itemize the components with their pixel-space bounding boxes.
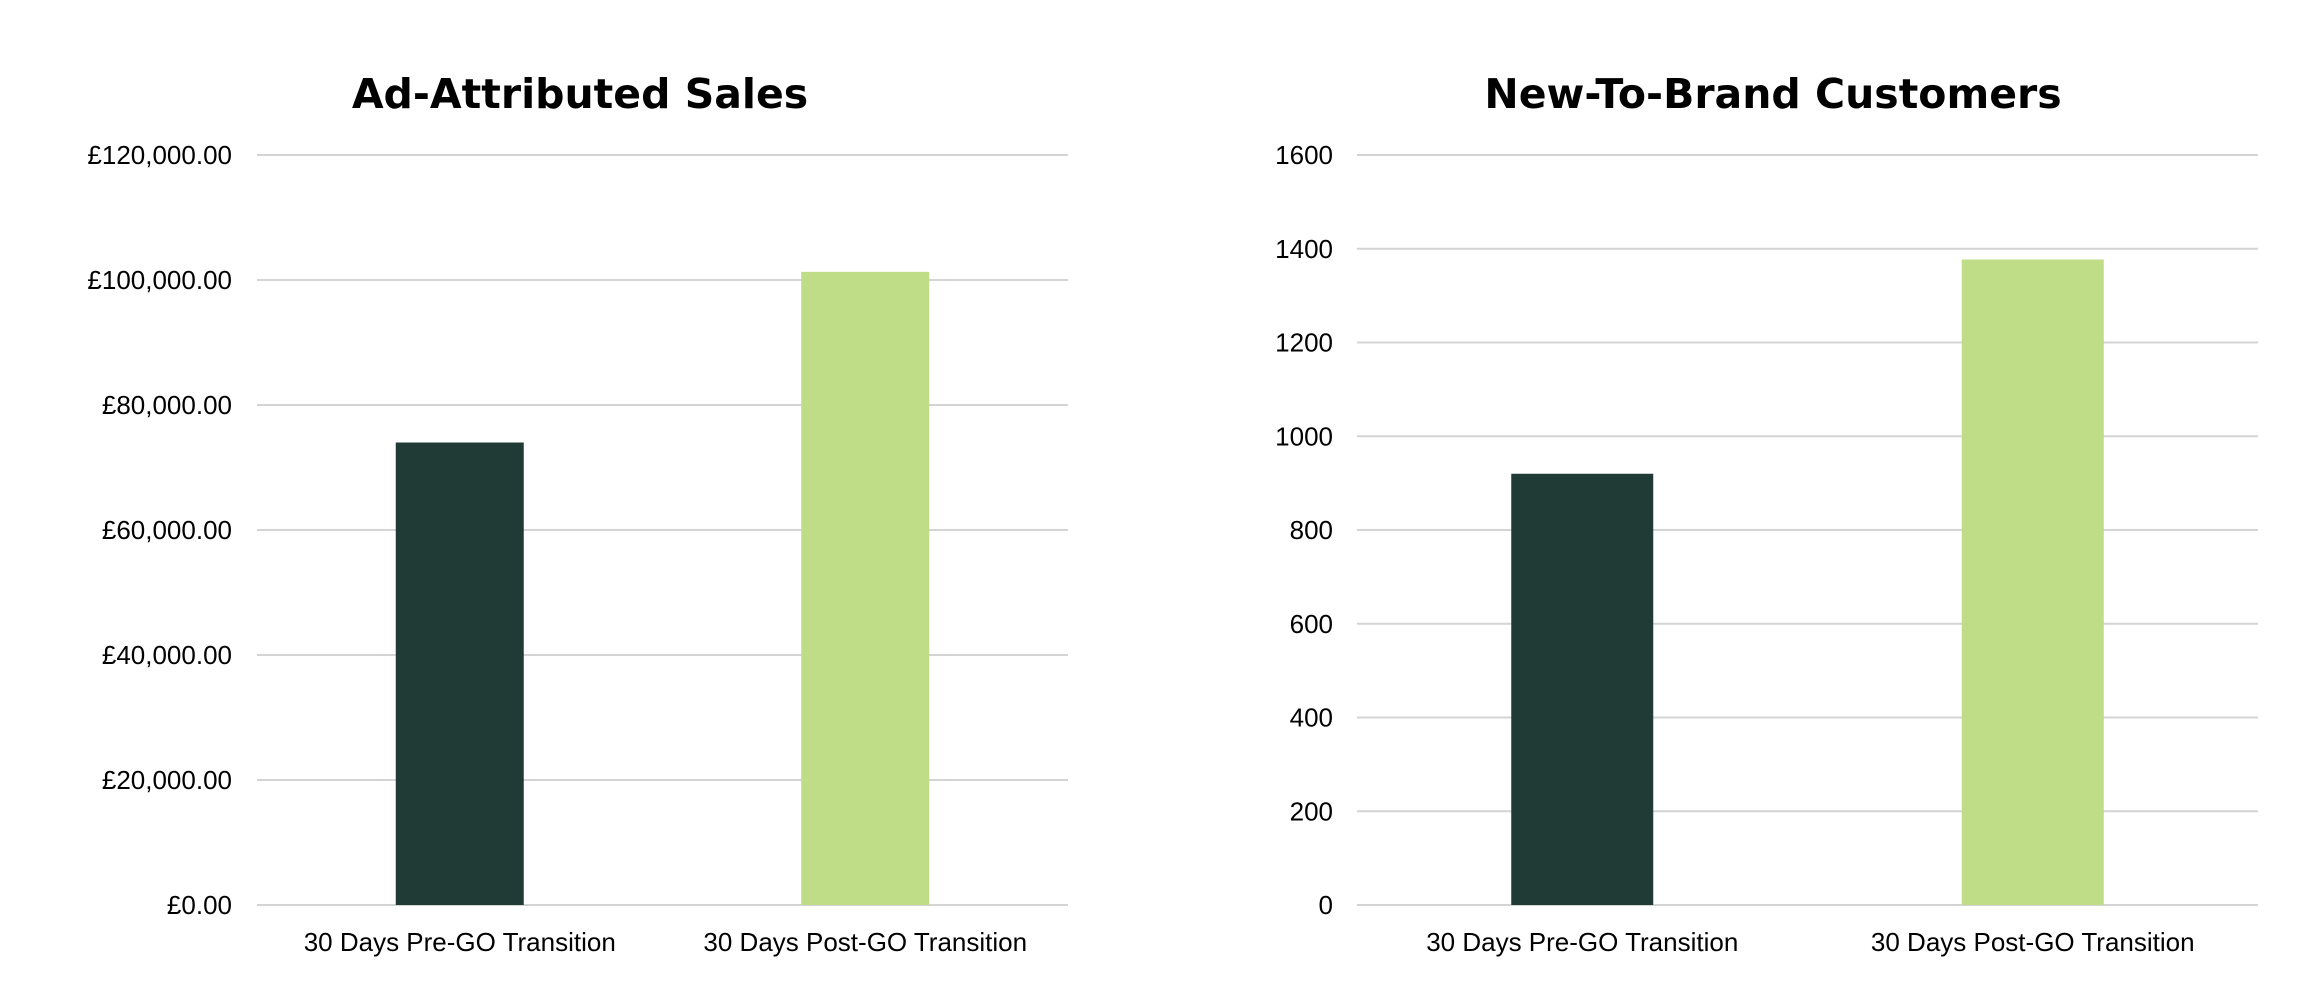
y-tick-label: 1200 — [1275, 328, 1333, 358]
y-tick-label: £40,000.00 — [102, 640, 232, 670]
y-tick-label: 1000 — [1275, 421, 1333, 451]
chart-title: Ad-Attributed Sales — [352, 70, 808, 118]
bar-post-go-transition — [1961, 259, 2104, 905]
y-tick-label: 200 — [1290, 796, 1333, 826]
y-tick-label: £100,000.00 — [87, 265, 232, 295]
bar-pre-go-transition — [395, 442, 524, 905]
x-category-label: 30 Days Post-GO Transition — [1871, 927, 2195, 957]
y-tick-label: £60,000.00 — [102, 515, 232, 545]
y-tick-label: £80,000.00 — [102, 390, 232, 420]
bar-post-go-transition — [801, 271, 930, 905]
y-tick-label: 1600 — [1275, 140, 1333, 170]
y-tick-label: 800 — [1290, 515, 1333, 545]
y-tick-label: £20,000.00 — [102, 765, 232, 795]
y-tick-label: 0 — [1319, 890, 1333, 920]
x-category-label: 30 Days Pre-GO Transition — [1426, 927, 1738, 957]
y-tick-label: 400 — [1290, 703, 1333, 733]
y-tick-label: 1400 — [1275, 234, 1333, 264]
x-category-label: 30 Days Pre-GO Transition — [304, 927, 616, 957]
new-to-brand-customers-chart: New-To-Brand Customers 0 200 400 600 800 1000… — [1275, 70, 2258, 957]
x-category-label: 30 Days Post-GO Transition — [703, 927, 1027, 957]
bar-pre-go-transition — [1511, 473, 1654, 905]
ad-attributed-sales-chart: Ad-Attributed Sales £0.00 £20,000.00 £40,0… — [87, 70, 1068, 957]
chart-title: New-To-Brand Customers — [1484, 70, 2061, 118]
y-tick-label: £120,000.00 — [87, 140, 232, 170]
y-tick-label: 600 — [1290, 609, 1333, 639]
y-tick-label: £0.00 — [167, 890, 232, 920]
